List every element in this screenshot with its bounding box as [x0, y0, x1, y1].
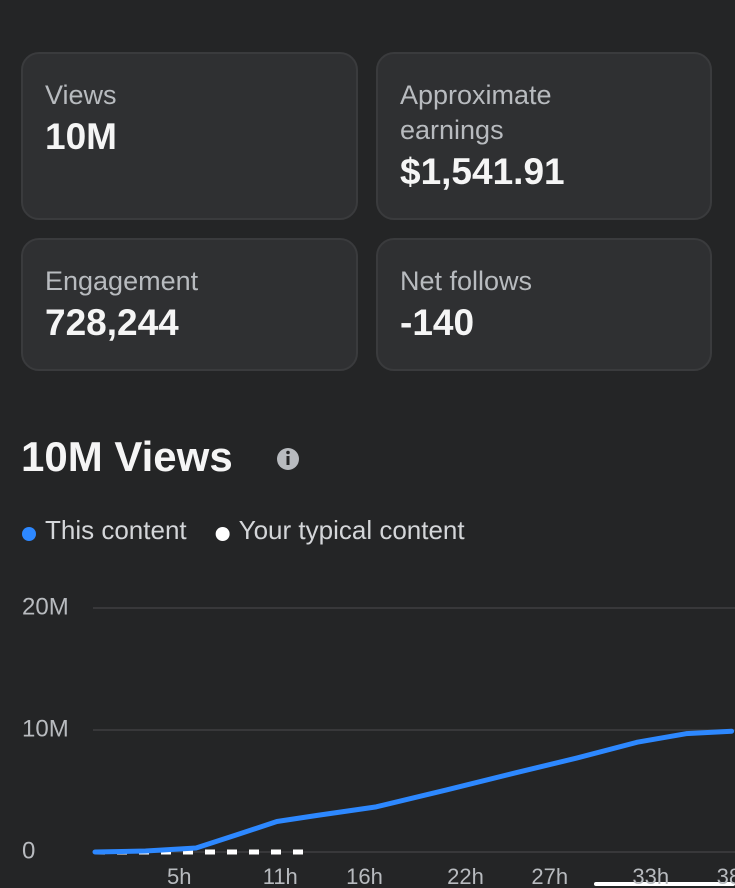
card-value: 728,244 — [45, 302, 179, 343]
x-tick-label: 27h — [531, 864, 568, 888]
y-tick-label: 10M — [22, 715, 69, 742]
x-tick-label: 16h — [346, 864, 383, 888]
x-tick-label: 5h — [167, 864, 191, 888]
legend-marker — [215, 527, 230, 541]
card-label: Approximate earnings — [400, 80, 552, 145]
x-tick-label: 38h — [717, 864, 735, 888]
y-tick-label: 20M — [22, 593, 69, 620]
x-tick-label: 33h — [632, 864, 669, 888]
legend-label: Your typical content — [239, 515, 466, 545]
series-line — [92, 728, 735, 855]
card-label: Engagement — [45, 266, 199, 296]
card[interactable]: Approximate earnings $1,541.91 — [376, 52, 712, 220]
card-value: -140 — [400, 302, 475, 343]
card-label: Views — [45, 80, 117, 110]
card[interactable]: Net follows -140 — [376, 238, 712, 371]
card[interactable]: Views 10M — [21, 52, 358, 220]
card-value: $1,541.91 — [400, 151, 565, 192]
legend-label: This content — [45, 515, 187, 545]
card[interactable]: Engagement 728,244 — [21, 238, 358, 371]
x-tick-label: 22h — [447, 864, 484, 888]
card-label: Net follows — [400, 266, 533, 296]
chart-title: 10M Views — [21, 433, 233, 480]
x-tick-label: 11h — [263, 864, 298, 888]
legend-marker — [22, 527, 36, 541]
y-tick-label: 0 — [22, 837, 35, 864]
home-indicator — [594, 882, 735, 886]
card-value: 10M — [45, 116, 117, 157]
info-icon[interactable] — [277, 448, 299, 470]
